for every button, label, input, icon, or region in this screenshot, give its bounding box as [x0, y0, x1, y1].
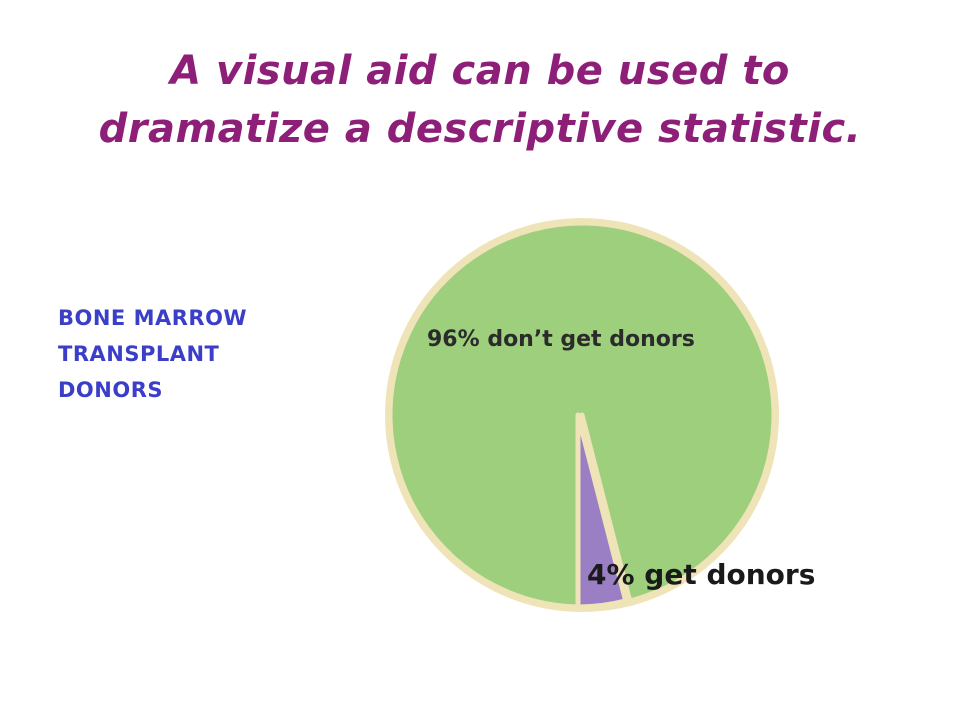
side-label-line-2: TRANSPLANT: [58, 342, 220, 366]
pie-slice-get-donors: [575, 412, 629, 610]
pie-slices: [385, 218, 779, 612]
slide-title: A visual aid can be used to dramatize a …: [0, 42, 960, 158]
slide-title-line-2: dramatize a descriptive statistic.: [98, 106, 862, 152]
side-label-line-3: DONORS: [58, 378, 164, 402]
slice-label-get-donors: 4% get donors: [587, 558, 815, 591]
side-label-line-1: BONE MARROW: [58, 306, 248, 330]
slice-label-no-donors: 96% don’t get donors: [427, 327, 695, 352]
pie-slice-no-donors: [387, 220, 777, 610]
slide-title-line-1: A visual aid can be used to: [170, 48, 790, 94]
chart-side-label: BONE MARROW TRANSPLANT DONORS: [58, 300, 247, 408]
